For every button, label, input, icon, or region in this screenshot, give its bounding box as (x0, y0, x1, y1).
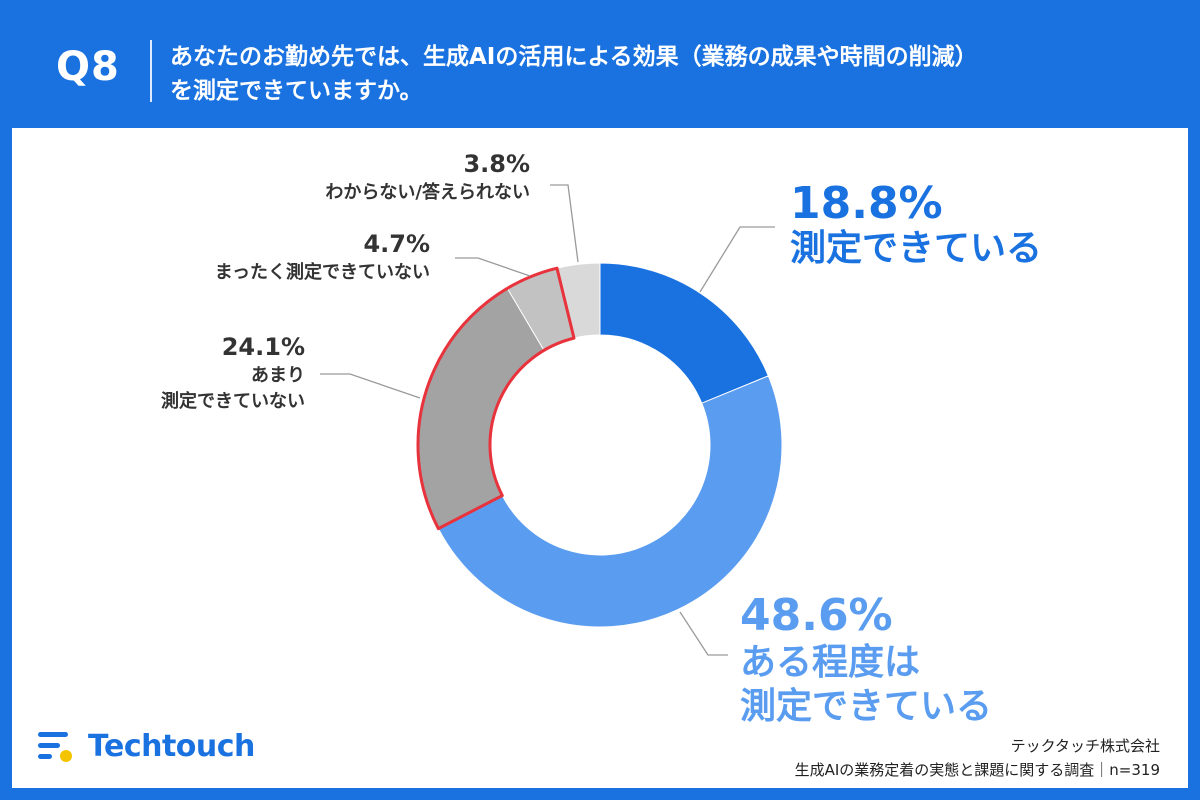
leader-line-4 (550, 184, 579, 263)
value-label-4: 3.8% (463, 150, 530, 178)
survey-info: 生成AIの業務定着の実態と課題に関する調査｜n=319 (794, 761, 1160, 779)
category-label-1-1: 測定できている (740, 686, 992, 727)
donut-slice-0 (599, 262, 770, 404)
highlight-outline (416, 266, 576, 531)
value-label-0: 18.8% (790, 178, 943, 229)
category-label-1-0: ある程度は (740, 642, 920, 683)
donut-slice-1 (437, 375, 783, 628)
category-label-3-0: まったく測定できていない (215, 261, 430, 283)
leader-line-2 (320, 373, 421, 399)
question-line-1: あなたのお勤め先では、生成AIの活用による効果（業務の成果や時間の削減） (170, 44, 978, 70)
category-label-2-0: あまり (251, 365, 305, 386)
value-label-2: 24.1% (222, 333, 305, 361)
donut-slice-2 (417, 287, 545, 530)
category-label-0-0: 測定できている (790, 228, 1042, 269)
leader-line-3 (455, 257, 531, 277)
question-header: Q8 あなたのお勤め先では、生成AIの活用による効果（業務の成果や時間の削減） … (0, 0, 1200, 128)
footer-credit: テックタッチ株式会社 生成AIの業務定着の実態と課題に関する調査｜n=319 (795, 734, 1160, 782)
category-label-2-1: 測定できていない (161, 390, 305, 412)
value-label-1: 48.6% (740, 590, 893, 641)
leader-line-1 (679, 611, 728, 656)
logo-text: Techtouch (88, 728, 255, 764)
question-number: Q8 (56, 44, 120, 90)
leader-line-0 (699, 226, 775, 293)
company-name: テックタッチ株式会社 (1010, 737, 1160, 755)
techtouch-logo: Techtouch (36, 728, 255, 764)
logo-mark-icon (38, 732, 72, 762)
question-text: あなたのお勤め先では、生成AIの活用による効果（業務の成果や時間の削減） を測定… (170, 40, 1150, 108)
donut-slice-4 (556, 262, 601, 339)
question-line-2: を測定できていますか。 (170, 78, 423, 104)
header-divider (150, 40, 152, 102)
chart-panel (12, 128, 1188, 788)
value-label-3: 4.7% (363, 230, 430, 258)
category-label-4-0: わからない/答えられない (325, 181, 530, 203)
